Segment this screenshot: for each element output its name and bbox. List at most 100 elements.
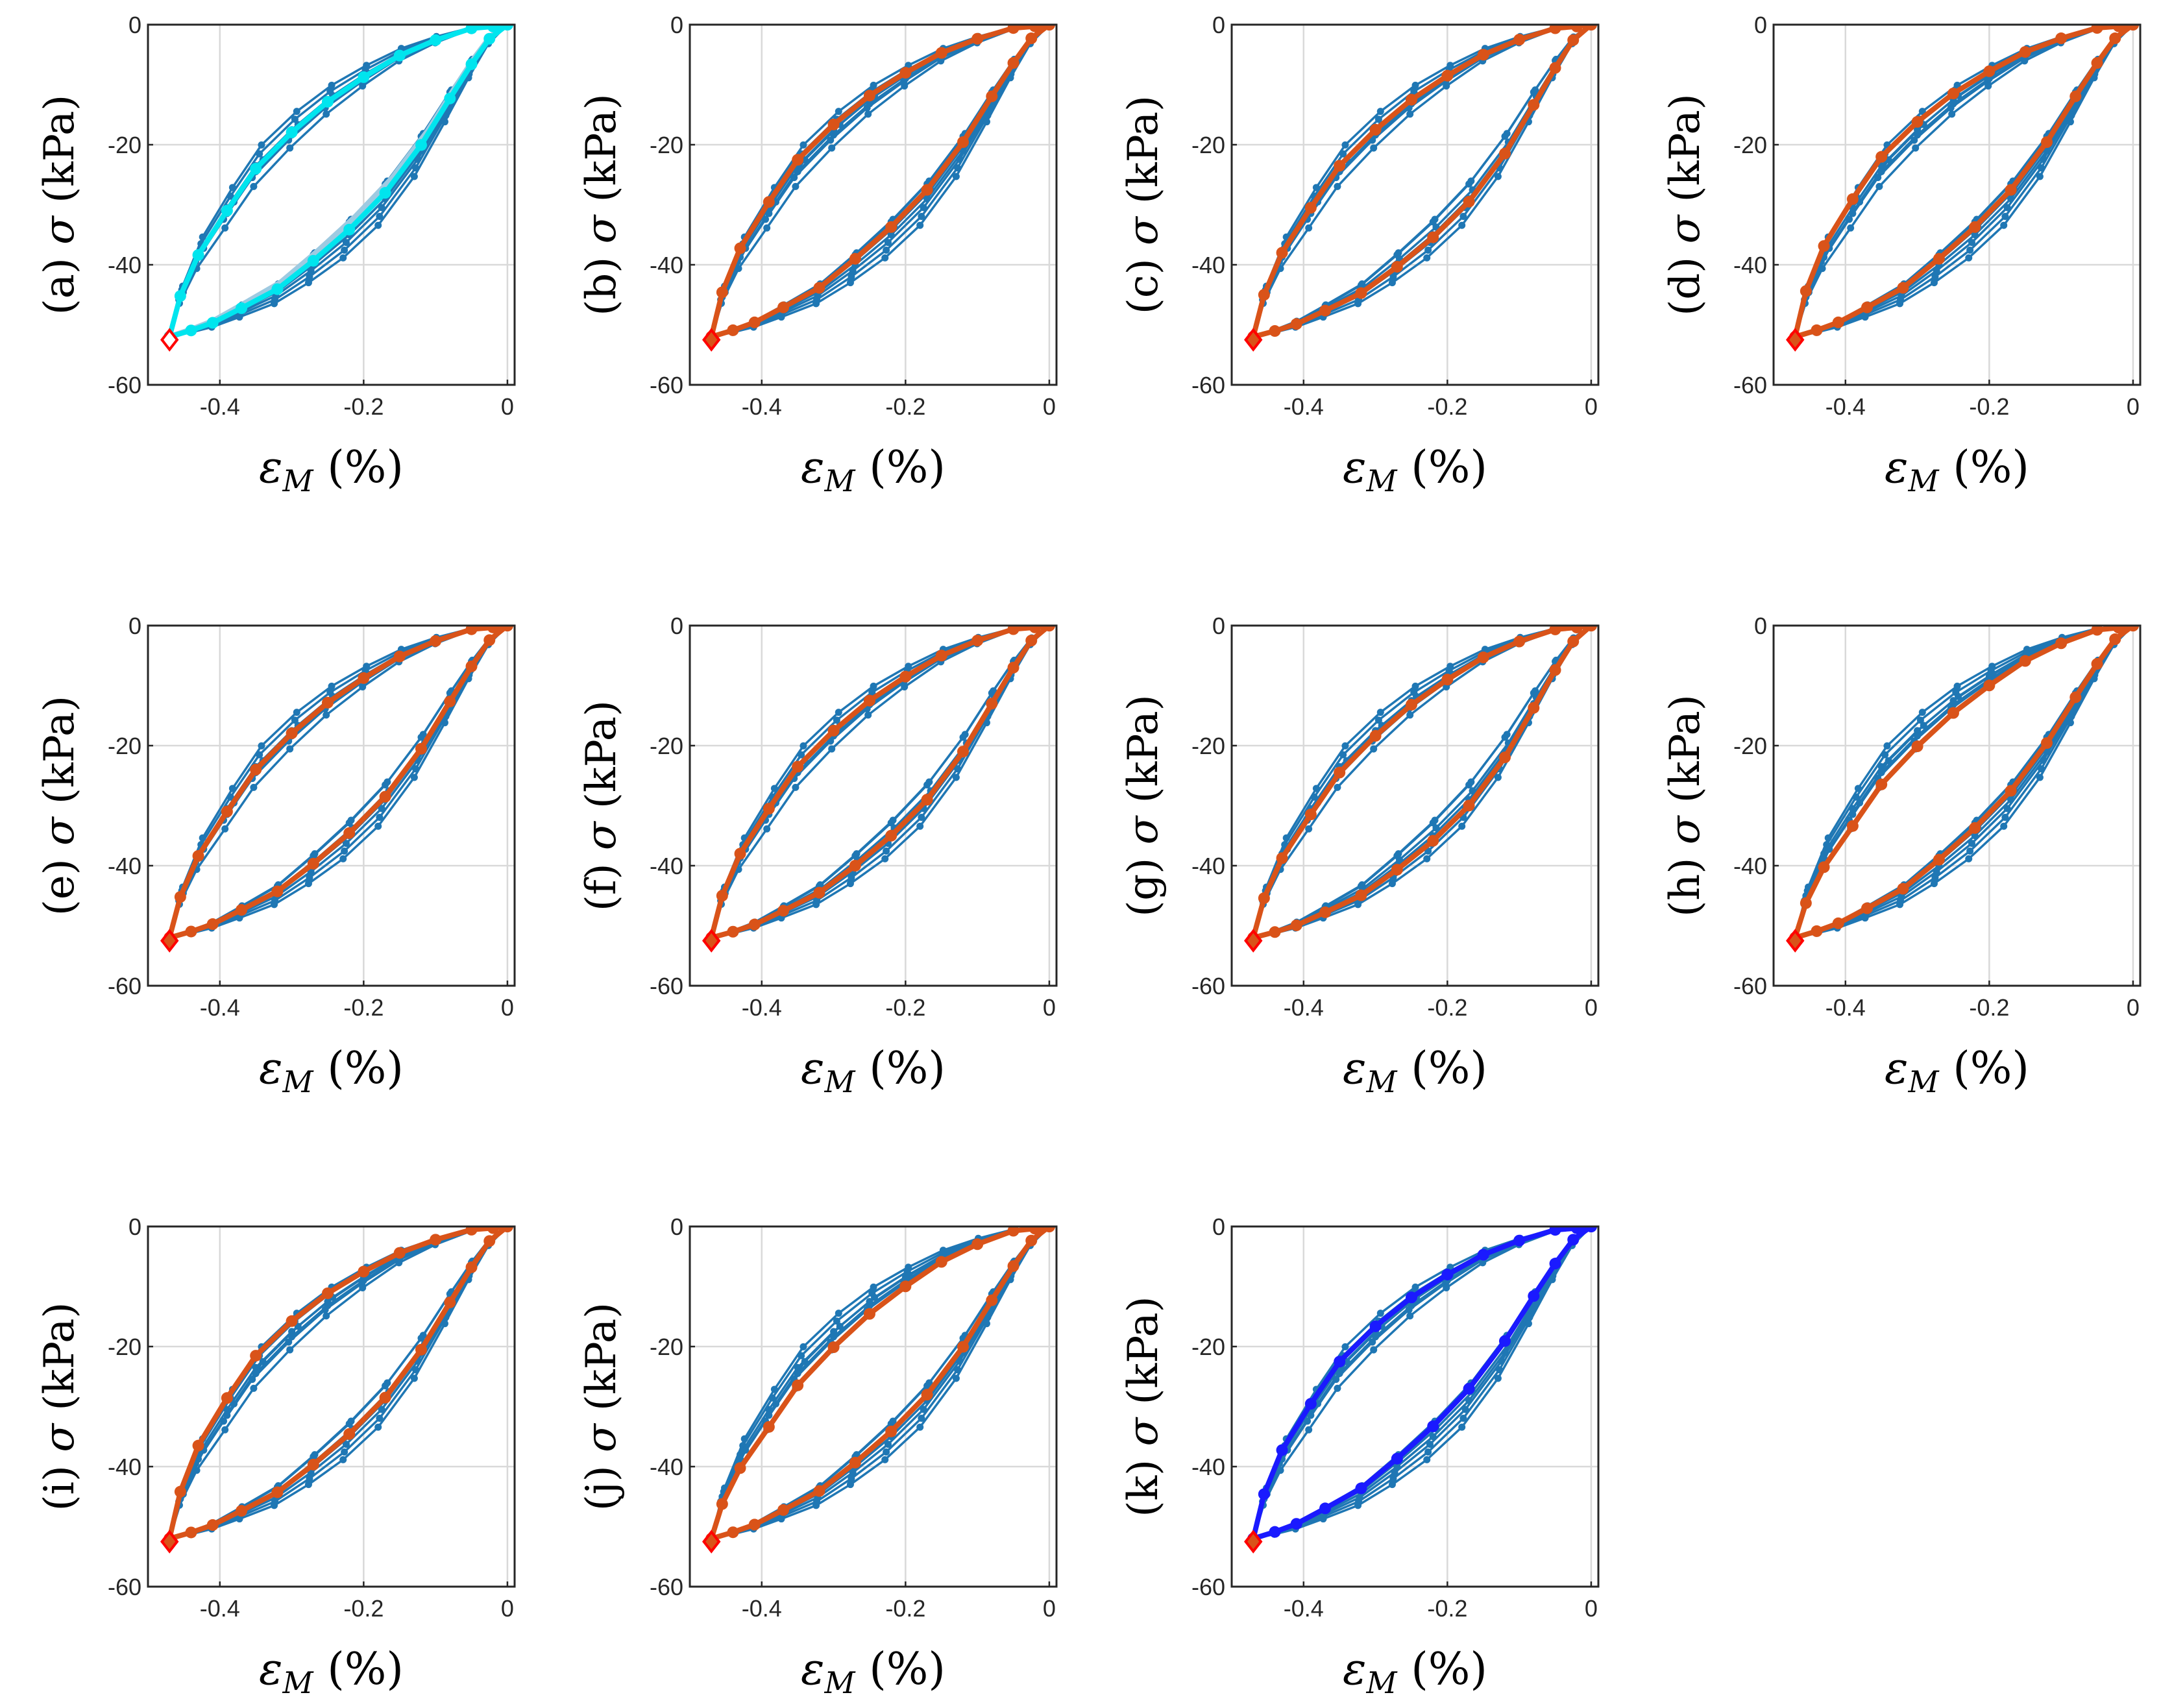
panel-i: -0.4 -0.2 0 -60 -40 -20 0 (i) σ (kPa) εM (%) [36, 1214, 516, 1700]
cycle-point [1312, 184, 1320, 191]
highlight-point [2112, 25, 2125, 32]
highlight-point [1369, 729, 1382, 742]
highlight-point [221, 1392, 233, 1404]
cycle-point [271, 300, 278, 308]
highlight-point [2069, 90, 2082, 103]
cycle-point [271, 901, 278, 909]
highlight-point [935, 1256, 947, 1268]
highlight-point [321, 95, 334, 108]
highlight-point [827, 1341, 840, 1354]
panel-h: -0.4 -0.2 0 -60 -40 -20 0 (h) σ (kPa) εM (%) [1661, 613, 2142, 1099]
highlight-point [1498, 147, 1511, 160]
panel-f: -0.4 -0.2 0 -60 -40 -20 0 (f) σ (kPa) εM (%) [578, 613, 1058, 1099]
highlight-point [1811, 324, 1823, 336]
panel-a: -0.4 -0.2 0 -60 -40 -20 0 (a) σ (kPa) εM (%) [36, 12, 516, 498]
cycle-point [1849, 210, 1857, 217]
highlight-point [1290, 1518, 1302, 1530]
highlight-point [2091, 25, 2103, 34]
y-tick-label: -60 [1191, 372, 1225, 398]
cycle-point [737, 1455, 744, 1463]
y-tick-label: 0 [128, 12, 141, 38]
highlight-point [487, 25, 499, 32]
cycle-point [1389, 273, 1397, 280]
highlight-point [1258, 1488, 1270, 1500]
x-tick-label: -0.2 [1969, 994, 2009, 1021]
highlight-point [921, 794, 933, 806]
cycle-point [1548, 1276, 1556, 1284]
cycle-point [1469, 787, 1476, 795]
cycle-point [833, 1317, 840, 1325]
x-tick-label: 0 [2127, 994, 2140, 1021]
cycle-point [1305, 224, 1313, 232]
cycle-point [250, 783, 258, 791]
highlight-point [1463, 799, 1475, 812]
cycle-point [1411, 81, 1419, 89]
cycle-point [833, 716, 840, 724]
cycle-point [374, 822, 382, 830]
highlight-point [1007, 1226, 1019, 1237]
x-tick-label: -0.4 [200, 1595, 240, 1622]
cycle-point [1334, 182, 1341, 190]
highlight-point [1585, 626, 1597, 631]
highlight-point [1391, 261, 1403, 273]
cycle-point [916, 1423, 924, 1431]
x-tick-label: 0 [501, 1595, 514, 1622]
x-tick-label: -0.4 [742, 994, 782, 1021]
highlight-point [1570, 626, 1583, 633]
highlight-point [1043, 626, 1055, 631]
highlight-point [921, 184, 933, 196]
cycle-point [1336, 1370, 1343, 1378]
highlight-point [1427, 1420, 1439, 1432]
highlight-point [1570, 25, 1583, 32]
cycle-point [363, 663, 371, 670]
highlight-point [465, 660, 478, 672]
highlight-point [1007, 661, 1019, 674]
highlight-point [863, 1308, 875, 1320]
cycle-point [2090, 74, 2098, 82]
cycle-point [1854, 785, 1862, 792]
x-tick-label: 0 [501, 994, 514, 1021]
y-tick-label: -60 [1733, 973, 1767, 999]
cycle-point [916, 822, 924, 830]
cycle-point [304, 279, 312, 287]
y-tick-label: 0 [1212, 1214, 1225, 1240]
cycle-point [1953, 682, 1961, 690]
cycle-point [836, 1323, 844, 1330]
cycle-point [1334, 783, 1341, 791]
cycle-point [887, 819, 895, 827]
x-tick-label: -0.4 [742, 1595, 782, 1622]
peak-diamond-marker [702, 1530, 721, 1554]
cycle-point [1877, 769, 1885, 777]
highlight-point [307, 1458, 319, 1470]
cycle-point [1443, 1284, 1450, 1292]
highlight-point [813, 886, 825, 899]
panel-g: -0.4 -0.2 0 -60 -40 -20 0 (g) σ (kPa) εM (%) [1119, 613, 1600, 1099]
cycle-point [1354, 300, 1362, 308]
cycle-point [2036, 173, 2044, 180]
panel-d: -0.4 -0.2 0 -60 -40 -20 0 (d) σ (kPa) εM (%) [1661, 12, 2142, 498]
highlight-point [1007, 626, 1019, 635]
cycle-point [828, 745, 836, 753]
highlight-point [1369, 123, 1382, 136]
cycle-point [870, 1283, 877, 1291]
highlight-point [271, 885, 284, 897]
cycle-point [359, 82, 367, 90]
highlight-point [734, 242, 746, 254]
highlight-point [1875, 778, 1888, 790]
y-tick-label: -40 [1191, 853, 1225, 879]
highlight-point [986, 1294, 998, 1306]
highlight-point [444, 1296, 456, 1308]
highlight-point [1498, 1335, 1511, 1347]
cycle-point [339, 1456, 347, 1463]
peak-diamond-marker [1243, 929, 1263, 953]
cycle-point [360, 1276, 367, 1284]
cycle-point [1933, 868, 1940, 875]
y-tick-label: 0 [1212, 613, 1225, 639]
axes-frame [689, 1225, 1058, 1588]
cycle-point [881, 1456, 889, 1463]
cycle-point [884, 1441, 892, 1448]
highlight-point [1355, 1482, 1367, 1494]
cycle-point [376, 1415, 384, 1422]
cycle-point [959, 733, 967, 741]
cycle-point [1423, 855, 1431, 862]
